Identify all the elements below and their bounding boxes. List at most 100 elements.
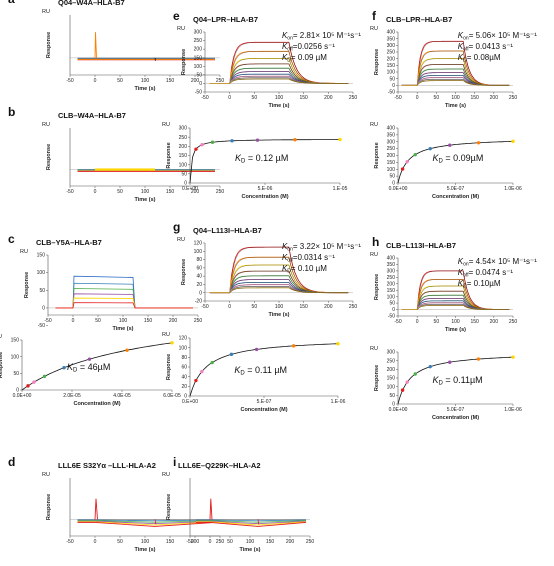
panel-label-h1: h [372,235,379,249]
y-tick-label: 300 [194,30,203,36]
equilibrium-point [511,355,515,359]
ru-unit-h1: RU [370,252,378,258]
fit-trace [417,80,510,86]
kd-annotation-h2: KD = 0.11µM [433,375,483,387]
x-axis-label-b: Time (s) [135,197,156,203]
sensorgram-trace [55,302,193,309]
ru-unit-d: RU [42,472,50,478]
y-tick-label: 100 [387,384,396,390]
x-tick-label: 6.0E-05 [163,393,181,399]
x-tick-label: 0.0E+00 [13,393,32,399]
sensorgram-trace [77,520,216,525]
y-tick-label: 200 [387,153,396,159]
x-tick-label: 250 [509,95,518,101]
y-tick-label: 0 [392,83,395,89]
x-tick-label: 50 [117,189,123,195]
equilibrium-point [254,347,259,352]
x-tick-label: 50 [252,95,258,101]
x-tick-label: -50 [66,539,73,545]
equilibrium-point [194,147,198,151]
panel-title-d: LLL6E S32Yα –LLL-HLA-A2 [58,461,156,470]
y-tick-label: 200 [387,56,396,62]
equilibrium-point [511,139,515,144]
panel-title-h1: CLB–L113I–HLA-B7 [386,241,456,250]
x-tick-label: 100 [451,319,460,325]
ru-unit-g2: RU [162,332,170,338]
x-tick-label: 250 [509,319,518,325]
y-tick-label: 400 [387,30,396,36]
ru-unit-e2: RU [162,122,170,128]
fit-trace [229,284,349,293]
x-tick-label: 150 [299,304,308,310]
x-tick-label: -50 [394,319,401,325]
y-tick-label: 80 [196,257,202,263]
y-tick-label: 200 [179,144,188,150]
panel-title-b: CLB–W4A–HLA-B7 [58,111,126,120]
fit-trace [417,68,510,86]
x-tick-label: 100 [246,539,255,545]
x-tick-label: 1.0E-06 [504,407,522,413]
y-axis-label-c1: Response [24,272,30,298]
y-tick-label: 50 [13,371,19,377]
y-tick-label: 150 [387,63,396,69]
x-tick-label: 50 [117,78,123,84]
fit-trace [229,76,349,84]
equilibrium-point [428,364,432,369]
y-axis-label-g1: Response [181,259,187,285]
x-tick-label: 0 [416,95,419,101]
x-axis-label-e1: Time (s) [269,103,290,109]
y-tick-label: 100 [11,354,20,360]
y-tick-label: 150 [387,160,396,166]
y-tick-label: 150 [179,153,188,159]
x-tick-label: 150 [144,318,153,324]
equilibrium-point [405,159,409,164]
fit-trace [417,64,510,86]
fit-trace [417,77,510,86]
equilibrium-point [476,357,481,361]
x-tick-label: 250 [216,539,225,545]
equilibrium-point [200,369,204,374]
equilibrium-point [400,167,405,171]
kd-text: KD= 0.08µM [458,53,501,64]
y-tick-label: 150 [37,253,46,259]
injection-spike [154,519,157,525]
y-tick-label: 20 [181,384,187,390]
y-tick-label: 250 [387,50,396,56]
x-tick-label: -50 [186,539,193,545]
equilibrium-point [210,140,215,144]
y-tick-label: 0 [184,394,187,400]
ru-unit-g1: RU [177,237,185,243]
x-tick-label: 150 [166,78,175,84]
x-tick-label: -50 [394,95,401,101]
y-tick-label: 0 [199,290,202,296]
x-tick-label: 200 [169,318,178,324]
injection-spike [209,498,213,520]
sensorgram-trace [77,520,216,523]
fit-trace [229,287,349,293]
equilibrium-point [413,372,417,376]
equilibrium-point [230,139,234,143]
panel-b: b CLB–W4A–HLA-B7 RU Response Time (s) -50 0 50 1… [8,105,224,203]
equilibrium-point [26,384,30,388]
x-tick-label: 150 [470,95,479,101]
x-tick-label: 0 [94,78,97,84]
x-tick-label: 5.0E-07 [447,407,465,413]
panel-title-f1: CLB–LPR–HLA-B7 [386,15,452,24]
y-tick-label: 40 [181,374,187,380]
panel-label-b: b [8,105,15,119]
x-axis-label-g2: Concentration (M) [240,407,287,413]
fit-trace [417,285,510,310]
sensorgram-trace [196,522,307,527]
y-axis-label-g2: Response [166,354,172,380]
equilibrium-point [291,344,296,348]
x-tick-label: 100 [275,304,284,310]
y-tick-label: 150 [11,338,20,344]
x-axis-label-e2: Concentration (M) [241,194,288,200]
y-tick-label: 120 [179,336,188,342]
ru-unit-e1: RU [177,26,185,32]
